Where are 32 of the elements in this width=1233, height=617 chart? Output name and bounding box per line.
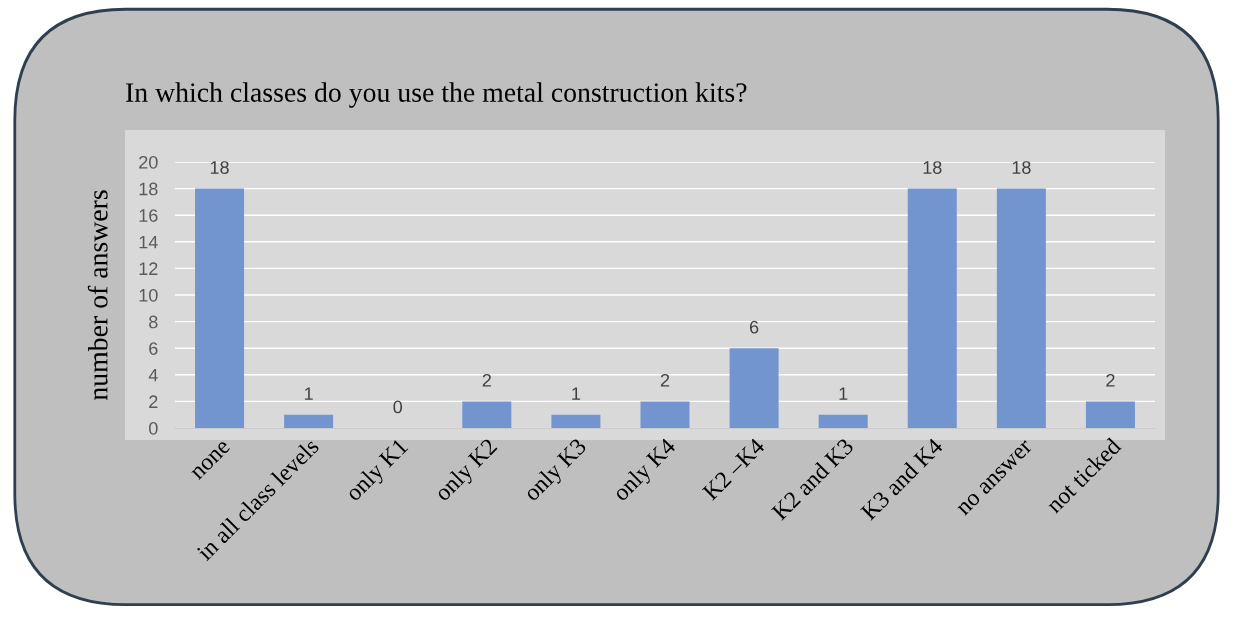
y-tick-label: 12 (139, 262, 158, 275)
y-tick-label: 20 (139, 155, 158, 169)
y-tick-label: 6 (149, 342, 158, 355)
x-tick-label: only K3 (522, 436, 591, 506)
data-label: 18 (1012, 161, 1031, 174)
y-tick-label: 18 (139, 182, 158, 196)
y-tick-label: 2 (149, 395, 158, 408)
y-tick-label: 14 (139, 235, 158, 249)
y-tick-label: 8 (149, 315, 158, 329)
y-tick-label: 0 (149, 421, 158, 435)
x-tick-label: K2 –K4 (701, 437, 766, 501)
data-label: 0 (393, 400, 403, 414)
y-tick-label: 4 (148, 368, 158, 382)
y-axis-title: number of answers (87, 190, 108, 401)
data-label: 2 (1106, 373, 1115, 387)
data-label: 1 (304, 387, 313, 400)
x-tick-label: only K1 (344, 437, 412, 506)
data-label: 1 (572, 387, 581, 400)
data-label: 2 (482, 373, 491, 387)
y-tick-label: 10 (139, 288, 158, 302)
x-tick-label: none (191, 440, 231, 481)
chart-title: In which classes do you use the metal construction kits? (126, 82, 747, 108)
data-label: 2 (660, 373, 670, 387)
data-label: 18 (923, 161, 942, 174)
x-tick-label: only K2 (433, 437, 502, 506)
data-label: 1 (839, 387, 848, 400)
x-tick-label: only K4 (611, 436, 680, 506)
y-tick-label: 16 (139, 209, 158, 222)
x-tick-label: K2 and K3 (770, 436, 855, 521)
data-label: 6 (749, 320, 759, 334)
data-label: 18 (210, 161, 229, 174)
x-tick-label: K3 and K4 (859, 436, 944, 521)
